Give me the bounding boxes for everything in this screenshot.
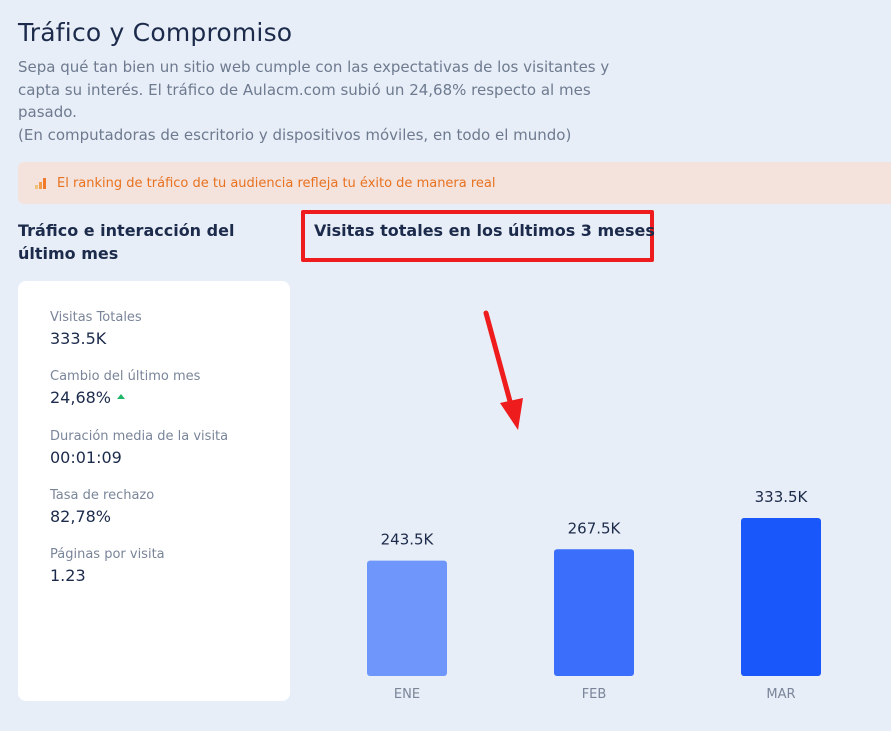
page-description: Sepa qué tan bien un sitio web cumple co… [18, 56, 618, 146]
bars-layer: 243.5K ENE 267.5K FEB 333.5K MAR [367, 488, 821, 702]
stat-label: Visitas Totales [50, 310, 142, 325]
x-tick-label: FEB [582, 687, 607, 702]
stat-total-visits: Visitas Totales 333.5K [50, 310, 142, 348]
stat-monthly-change: Cambio del último mes 24,68% [50, 369, 200, 407]
visits-bar-chart: 243.5K ENE 267.5K FEB 333.5K MAR [300, 290, 891, 727]
alert-text: El ranking de tráfico de tu audiencia re… [57, 175, 496, 191]
annotation-arrow-shaft [483, 310, 514, 408]
stat-value: 1.23 [50, 566, 86, 585]
stat-label: Cambio del último mes [50, 369, 201, 384]
page-title: Tráfico y Compromiso [18, 18, 293, 47]
stat-value-row: 24,68% [50, 388, 200, 407]
engagement-stats-card: Visitas Totales 333.5K Cambio del último… [18, 281, 290, 701]
bar-value-label: 243.5K [381, 531, 435, 549]
bar-value-label: 267.5K [568, 519, 622, 537]
description-line: Sepa qué tan bien un sitio web cumple co… [18, 58, 610, 76]
engagement-section-title: Tráfico e interacción del último mes [18, 221, 235, 263]
stat-pages-per-visit: Páginas por visita 1.23 [50, 547, 165, 585]
annotation-arrow [483, 310, 523, 430]
stat-value: 82,78% [50, 507, 112, 526]
stat-label: Duración media de la visita [50, 429, 229, 444]
bar-feb[interactable] [554, 549, 634, 676]
description-scope-note: (En computadoras de escritorio y disposi… [18, 125, 572, 144]
bar-ene[interactable] [367, 560, 447, 676]
stat-value: 00:01:09 [50, 448, 122, 467]
stat-label: Tasa de rechazo [50, 488, 155, 503]
ranking-alert-banner[interactable]: El ranking de tráfico de tu audiencia re… [18, 162, 891, 204]
description-line: capta su interés. El tráfico de Aulacm.c… [18, 80, 591, 99]
bar-ranking-icon [35, 177, 48, 189]
stat-bounce-rate: Tasa de rechazo 82,78% [50, 488, 154, 526]
stat-value: 24,68% [50, 388, 112, 407]
trend-up-icon [117, 394, 126, 399]
visits-bar-chart-svg: 243.5K ENE 267.5K FEB 333.5K MAR [367, 310, 821, 702]
title-highlight-box [301, 210, 654, 262]
x-tick-label: ENE [394, 687, 420, 702]
stat-label: Páginas por visita [50, 547, 165, 562]
bar-value-label: 333.5K [755, 488, 809, 506]
x-tick-label: MAR [766, 687, 795, 702]
bar-mar[interactable] [741, 518, 821, 676]
annotation-arrow-head [500, 398, 523, 430]
stat-avg-duration: Duración media de la visita 00:01:09 [50, 429, 228, 467]
description-line: pasado. [18, 103, 77, 121]
stat-value: 333.5K [50, 329, 107, 348]
visits-chart-title: Visitas totales en los últimos 3 meses [314, 221, 655, 240]
